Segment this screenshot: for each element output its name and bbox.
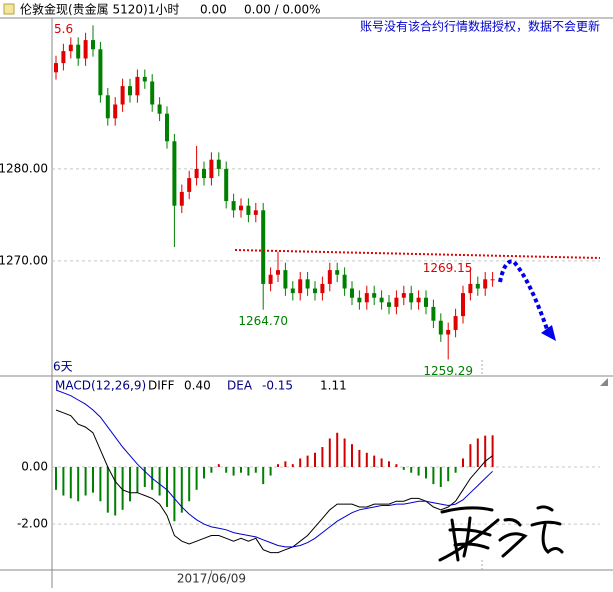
- low-label: 1259.29: [423, 364, 473, 378]
- candle-body: [194, 168, 199, 179]
- candle-body: [268, 274, 273, 284]
- indicator-line: [55, 409, 493, 554]
- candle-body: [91, 40, 95, 50]
- candle-body: [142, 76, 147, 82]
- candle-body: [202, 168, 206, 179]
- candle-body: [209, 159, 214, 179]
- candle-body: [416, 297, 421, 303]
- symbol-icon: [3, 3, 15, 15]
- candle-body: [105, 95, 110, 119]
- candle-body: [453, 316, 458, 330]
- candle-body: [98, 49, 103, 96]
- candle-body: [431, 306, 436, 321]
- symbol-title: 伦敦金现(贵金属 5120)1小时: [20, 2, 179, 17]
- candle-body: [372, 293, 377, 298]
- panel-corner-icon: [600, 378, 608, 386]
- candle-body: [313, 288, 317, 294]
- price: 0.00: [200, 3, 227, 17]
- trend-line: [234, 249, 601, 259]
- signature: [438, 505, 564, 562]
- y-tick-label: -2.00: [17, 517, 48, 531]
- candle-body: [327, 270, 332, 284]
- candle-body: [150, 81, 155, 105]
- period-label: 6天: [53, 360, 73, 374]
- candle-body: [216, 159, 221, 169]
- candle-body: [54, 63, 58, 73]
- candle-body: [394, 297, 399, 307]
- candle-body: [76, 44, 81, 59]
- candle-body: [305, 279, 310, 289]
- candle-body: [165, 113, 169, 142]
- candle-body: [135, 76, 140, 96]
- candle-body: [68, 44, 73, 52]
- y-tick-label: 1270.00: [0, 253, 48, 267]
- candle-body: [246, 205, 251, 215]
- candle-body: [409, 293, 414, 303]
- candle-body: [446, 329, 451, 335]
- legend-value: 1.11: [320, 379, 347, 393]
- candle-body: [290, 288, 295, 294]
- low-label: 1264.70: [238, 314, 288, 328]
- candle-body: [83, 40, 88, 59]
- change: 0.00 / 0.00%: [244, 3, 321, 17]
- candle-body: [475, 283, 480, 289]
- x-tick-label: 2017/06/09: [177, 572, 246, 586]
- candle-body: [187, 178, 192, 192]
- candle-body: [379, 297, 384, 303]
- candle-body: [350, 288, 354, 298]
- arrow-head: [541, 325, 556, 341]
- candle-body: [438, 320, 443, 335]
- candle-body: [253, 210, 258, 215]
- candle-body: [461, 293, 465, 317]
- candle-body: [298, 279, 303, 294]
- candle-body: [120, 86, 125, 105]
- candle-body: [231, 201, 236, 211]
- candle-body: [61, 51, 66, 64]
- high-label: 1269.15: [423, 261, 473, 275]
- notice: 账号没有该合约行情数据授权，数据不会更新: [360, 19, 600, 34]
- candle-body: [179, 191, 184, 206]
- indicator-line: [55, 389, 493, 548]
- y-tick-label: 0.00: [21, 460, 48, 474]
- candle-body: [276, 270, 280, 275]
- macd-title: MACD(12,26,9): [55, 379, 146, 393]
- candle-body: [261, 210, 266, 284]
- candle-body: [468, 283, 473, 294]
- candle-body: [357, 297, 362, 303]
- candle-body: [320, 283, 325, 294]
- legend-name: DIFF: [148, 379, 175, 393]
- legend-value: 0.40: [184, 379, 211, 393]
- plot-layer: 1270.00 1280.00 5.6 1269.15 1264.70 1259.29 0.…: [0, 22, 600, 586]
- candle-body: [364, 293, 369, 303]
- y-tick-label: 1280.00: [0, 161, 48, 175]
- candle-body: [483, 279, 488, 289]
- candle-body: [239, 205, 243, 211]
- forecast-arrow: [498, 259, 550, 333]
- legend-name: DEA: [227, 379, 253, 393]
- legend-value: -0.15: [262, 379, 293, 393]
- candle-body: [172, 141, 177, 206]
- candle-body: [157, 104, 162, 114]
- candle-body: [128, 86, 132, 96]
- candle-body: [335, 270, 340, 275]
- high-label: 5.6: [54, 22, 73, 36]
- candle-body: [224, 168, 229, 202]
- candle-body: [283, 270, 288, 289]
- candle-body: [387, 302, 391, 307]
- candle-body: [401, 293, 406, 298]
- candle-body: [490, 279, 495, 281]
- candle-body: [424, 297, 428, 307]
- candle-body: [342, 274, 347, 289]
- candle-body: [113, 104, 118, 119]
